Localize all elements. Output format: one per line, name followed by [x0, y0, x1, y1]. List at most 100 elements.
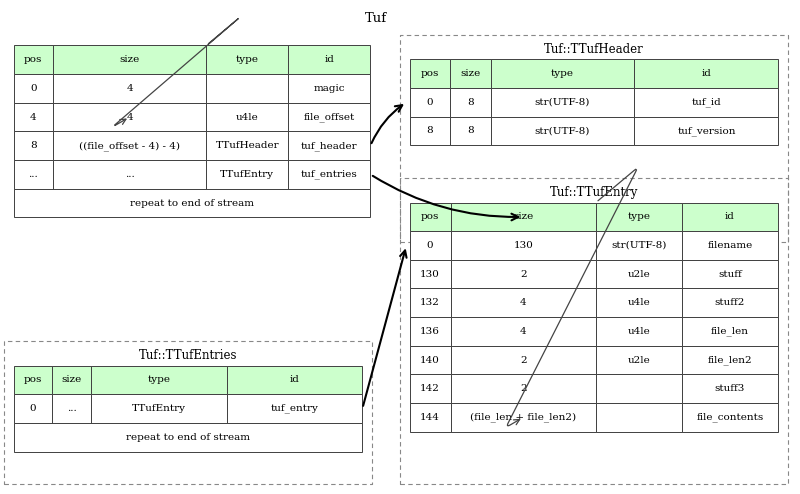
Bar — [410, 260, 450, 288]
Text: size: size — [460, 69, 481, 78]
Bar — [682, 231, 778, 260]
Bar — [596, 317, 682, 346]
Bar — [450, 88, 490, 117]
Bar — [206, 74, 288, 103]
Bar — [91, 366, 226, 394]
Text: u2le: u2le — [627, 356, 650, 365]
Bar — [91, 394, 226, 423]
FancyArrowPatch shape — [114, 18, 239, 125]
Bar — [682, 317, 778, 346]
Bar — [53, 131, 206, 160]
Text: u4le: u4le — [236, 113, 258, 122]
Text: 2: 2 — [520, 270, 526, 279]
Text: type: type — [147, 375, 170, 384]
Bar — [682, 203, 778, 231]
Text: 4: 4 — [30, 113, 37, 122]
Bar — [490, 59, 634, 88]
Bar — [490, 117, 634, 145]
Bar — [634, 59, 778, 88]
Bar — [410, 59, 450, 88]
Text: ((file_offset - 4) - 4): ((file_offset - 4) - 4) — [79, 141, 180, 151]
Bar — [14, 366, 52, 394]
Bar — [14, 131, 53, 160]
Text: 2: 2 — [520, 384, 526, 393]
Bar — [596, 374, 682, 403]
Text: tuf_version: tuf_version — [677, 126, 736, 136]
Text: TTufEntry: TTufEntry — [132, 404, 186, 413]
Text: stuff: stuff — [718, 270, 742, 279]
Bar — [14, 103, 53, 131]
Text: 132: 132 — [420, 298, 440, 307]
Bar — [596, 403, 682, 432]
Text: 0: 0 — [30, 404, 36, 413]
Text: TTufEntry: TTufEntry — [220, 170, 274, 179]
Text: id: id — [702, 69, 711, 78]
Bar — [682, 346, 778, 374]
Text: ...: ... — [67, 404, 77, 413]
Text: file_offset: file_offset — [304, 112, 355, 122]
Bar — [206, 45, 288, 74]
Bar — [226, 394, 362, 423]
Text: Tuf::TTufEntry: Tuf::TTufEntry — [550, 186, 638, 199]
Text: tuf_entry: tuf_entry — [270, 404, 318, 413]
Text: ...: ... — [125, 170, 134, 179]
Bar — [14, 423, 362, 452]
Text: 144: 144 — [420, 413, 440, 422]
Bar — [288, 103, 370, 131]
Bar — [450, 260, 596, 288]
Bar — [52, 366, 91, 394]
Text: repeat to end of stream: repeat to end of stream — [126, 433, 250, 442]
Text: 136: 136 — [420, 327, 440, 336]
Text: repeat to end of stream: repeat to end of stream — [130, 199, 254, 207]
Bar — [596, 346, 682, 374]
Bar — [596, 231, 682, 260]
Bar — [288, 131, 370, 160]
Bar — [288, 74, 370, 103]
Text: 8: 8 — [467, 98, 474, 107]
Bar — [53, 103, 206, 131]
Bar — [14, 160, 53, 189]
Bar — [410, 288, 450, 317]
Bar — [596, 260, 682, 288]
Text: size: size — [513, 212, 534, 221]
Text: 4: 4 — [126, 113, 133, 122]
Bar — [450, 59, 490, 88]
Text: str(UTF-8): str(UTF-8) — [535, 98, 590, 107]
Text: str(UTF-8): str(UTF-8) — [535, 126, 590, 135]
Bar — [53, 160, 206, 189]
Bar — [14, 45, 53, 74]
Bar — [410, 403, 450, 432]
Text: size: size — [119, 55, 140, 64]
Text: ...: ... — [28, 170, 38, 179]
Bar — [226, 366, 362, 394]
Text: 140: 140 — [420, 356, 440, 365]
Bar — [206, 160, 288, 189]
Text: id: id — [725, 212, 735, 221]
Bar — [14, 394, 52, 423]
Bar — [682, 288, 778, 317]
Bar — [634, 117, 778, 145]
Text: 4: 4 — [520, 298, 526, 307]
Bar — [53, 45, 206, 74]
Bar — [410, 346, 450, 374]
Text: u4le: u4le — [627, 298, 650, 307]
Text: file_len: file_len — [711, 327, 749, 336]
Bar — [682, 260, 778, 288]
Text: 8: 8 — [30, 141, 37, 150]
Text: 0: 0 — [426, 241, 434, 250]
Bar — [206, 103, 288, 131]
Bar — [410, 117, 450, 145]
Bar — [450, 346, 596, 374]
Bar — [450, 288, 596, 317]
Text: u4le: u4le — [627, 327, 650, 336]
Bar — [410, 317, 450, 346]
Bar — [596, 288, 682, 317]
Text: id: id — [325, 55, 334, 64]
Bar — [450, 317, 596, 346]
Text: pos: pos — [421, 212, 439, 221]
Text: file_len2: file_len2 — [708, 355, 752, 365]
Bar — [682, 403, 778, 432]
Bar — [14, 74, 53, 103]
Bar — [52, 394, 91, 423]
Bar — [596, 203, 682, 231]
